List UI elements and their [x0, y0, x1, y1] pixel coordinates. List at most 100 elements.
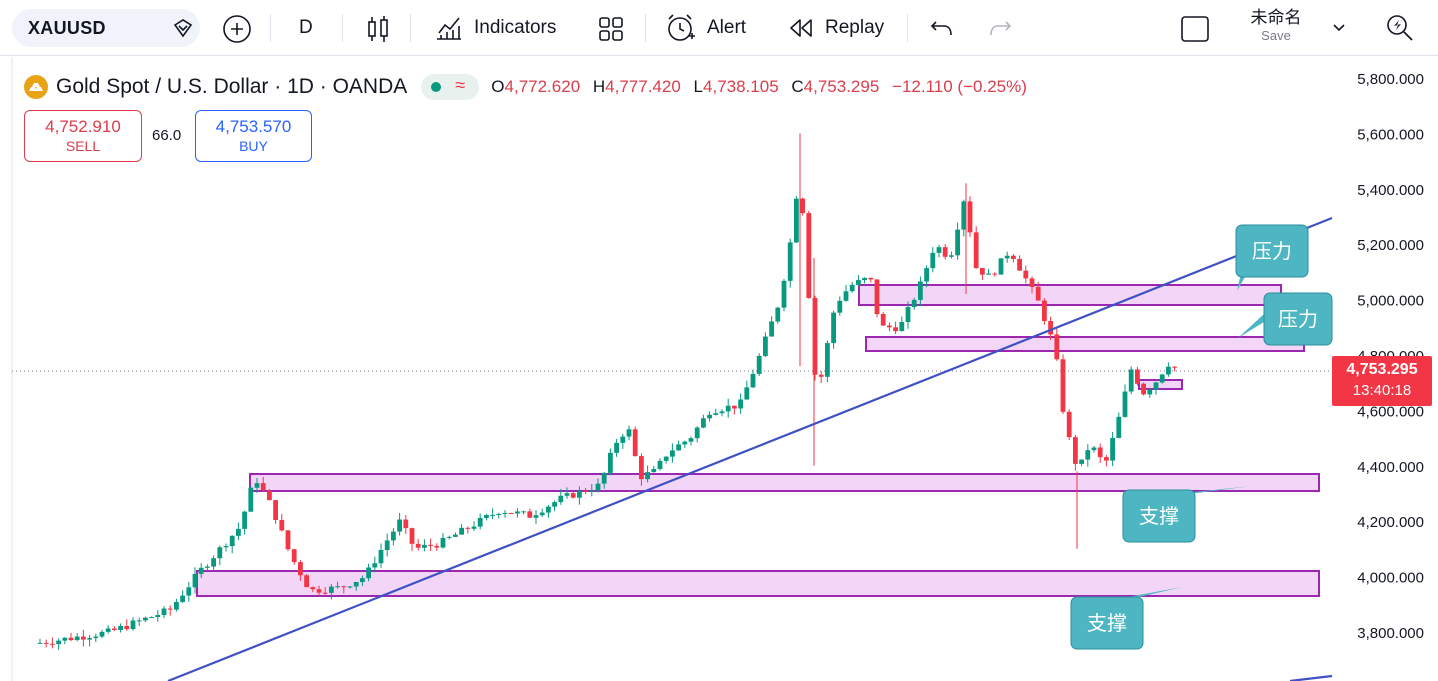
- alert-label: Alert: [707, 17, 747, 38]
- candle-body: [211, 558, 216, 567]
- price-tick-label: 5,000.000: [1357, 293, 1424, 310]
- candle-body: [769, 321, 774, 337]
- symbol-search-button[interactable]: XAUUSD: [12, 9, 200, 47]
- trendline[interactable]: [167, 216, 1333, 681]
- candle-body: [118, 625, 123, 631]
- callout-box[interactable]: [1122, 489, 1196, 543]
- candle-body: [1035, 286, 1041, 301]
- candle-body: [260, 483, 266, 491]
- candle-body: [186, 587, 192, 596]
- market-open-dot-icon: [431, 82, 442, 92]
- interval-button[interactable]: D: [299, 10, 313, 46]
- price-zone[interactable]: [249, 473, 1320, 492]
- candle-body: [1048, 321, 1053, 335]
- trendline[interactable]: [1289, 674, 1333, 681]
- buy-button[interactable]: 4,753.570 BUY: [195, 110, 312, 162]
- price-tick-label: 5,800.000: [1357, 71, 1424, 88]
- candle-body: [143, 617, 148, 621]
- candle-body: [825, 343, 830, 377]
- candle-body: [56, 640, 61, 645]
- price-tick-label: 4,200.000: [1357, 514, 1424, 531]
- quick-search-icon[interactable]: [1384, 12, 1416, 44]
- redo-icon[interactable]: [987, 16, 1013, 40]
- candle-body: [1017, 258, 1022, 271]
- indicators-button[interactable]: Indicators: [434, 10, 556, 46]
- candle-body: [74, 636, 80, 641]
- candle-body: [614, 442, 619, 453]
- candle-body: [1085, 450, 1091, 460]
- candle-body: [1042, 300, 1047, 322]
- callout-box[interactable]: [1263, 292, 1333, 346]
- candle-body: [546, 506, 551, 513]
- sell-button[interactable]: 4,752.910 SELL: [24, 110, 142, 162]
- chevron-down-icon[interactable]: [1331, 20, 1347, 36]
- alarm-clock-icon: [668, 14, 695, 41]
- candle-body: [806, 213, 812, 298]
- compare-icon[interactable]: [172, 17, 194, 39]
- save-layout-button[interactable]: 未命名 Save: [1236, 8, 1316, 48]
- candle-body: [880, 314, 886, 326]
- undo-icon[interactable]: [929, 16, 955, 40]
- price-zone[interactable]: [865, 336, 1305, 352]
- candle-body: [1159, 374, 1165, 383]
- candle-body: [391, 531, 396, 541]
- candle-body: [1097, 447, 1103, 458]
- candle-body: [1054, 334, 1060, 360]
- candle-body: [781, 280, 787, 308]
- candle-body: [1110, 437, 1115, 461]
- candle-body: [477, 517, 483, 527]
- candle-body: [341, 586, 347, 588]
- candle-body: [378, 550, 384, 564]
- candle-body: [930, 252, 936, 269]
- candle-body: [601, 472, 607, 484]
- candle-body: [955, 229, 960, 256]
- candle-body: [236, 528, 241, 536]
- replay-button[interactable]: Replay: [787, 10, 884, 46]
- price-tick-label: 4,400.000: [1357, 459, 1424, 476]
- market-status-pill[interactable]: ≈: [421, 74, 480, 100]
- divider: [907, 14, 908, 42]
- price-axis[interactable]: 5,800.000 5,600.000 5,400.000 5,200.000 5,00…: [1357, 71, 1424, 642]
- add-symbol-icon[interactable]: [222, 14, 252, 44]
- rewind-icon: [790, 19, 812, 37]
- price-tick-label: 4,600.000: [1357, 403, 1424, 420]
- candle-body: [1122, 391, 1128, 417]
- candle-body: [682, 441, 688, 445]
- candle-body: [372, 563, 378, 568]
- candle-body: [1004, 255, 1010, 259]
- candle-body: [428, 544, 433, 546]
- layouts-grid-icon[interactable]: [597, 15, 625, 43]
- candle-body: [713, 413, 719, 415]
- price-zone[interactable]: [196, 570, 1320, 597]
- candle-body: [198, 567, 204, 574]
- candle-body: [725, 405, 731, 412]
- candle-body: [273, 500, 278, 521]
- callout-box[interactable]: [1235, 224, 1309, 278]
- candle-body: [1091, 447, 1097, 451]
- candle-body: [192, 573, 198, 588]
- candle-body: [589, 490, 595, 492]
- candle-body: [87, 638, 92, 640]
- candles-icon[interactable]: [364, 14, 392, 44]
- candle-body: [335, 586, 340, 588]
- candle-body: [663, 456, 669, 461]
- save-label: Save: [1261, 28, 1291, 43]
- candle-body: [905, 307, 911, 323]
- alert-button[interactable]: Alert: [665, 10, 746, 46]
- candle-body: [583, 490, 588, 492]
- candle-body: [403, 519, 409, 529]
- candle-body: [502, 512, 508, 515]
- fullscreen-square-icon[interactable]: [1180, 14, 1210, 44]
- candle-body: [43, 642, 49, 644]
- candle-body: [756, 355, 762, 374]
- candle-body: [732, 405, 737, 409]
- candle-body: [887, 325, 892, 328]
- candle-body: [620, 436, 626, 443]
- callout-box[interactable]: [1070, 596, 1144, 650]
- candle-body: [539, 512, 545, 516]
- symbol-title[interactable]: Gold Spot / U.S. Dollar · 1D · OANDA: [56, 75, 408, 98]
- candle-body: [68, 637, 74, 641]
- top-toolbar: XAUUSD D Indicators: [0, 0, 1438, 56]
- candle-body: [911, 299, 917, 308]
